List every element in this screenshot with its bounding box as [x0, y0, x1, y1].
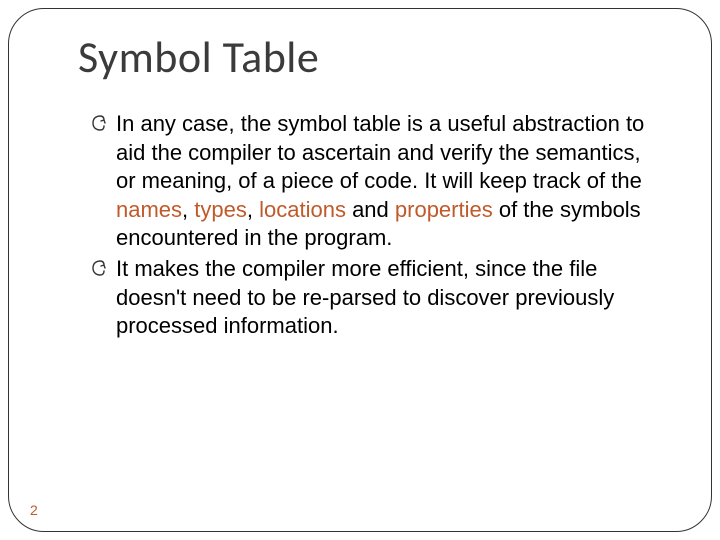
text-run: , [247, 197, 259, 222]
bullet-item: It makes the compiler more efficient, si… [90, 255, 660, 341]
bullet-icon [90, 257, 112, 286]
highlight-locations: locations [259, 197, 346, 222]
highlight-properties: properties [395, 197, 493, 222]
bullet-item: In any case, the symbol table is a usefu… [90, 110, 660, 253]
highlight-types: types [194, 197, 247, 222]
slide-title: Symbol Table [78, 30, 319, 84]
text-run: , [182, 197, 194, 222]
bullet-text: It makes the compiler more efficient, si… [116, 256, 614, 338]
slide-body: In any case, the symbol table is a usefu… [90, 110, 660, 343]
slide: Symbol Table In any case, the symbol tab… [0, 0, 720, 540]
bullet-icon [90, 112, 112, 141]
highlight-names: names [116, 197, 182, 222]
bullet-text: In any case, the symbol table is a usefu… [116, 111, 644, 250]
page-number: 2 [30, 502, 38, 518]
text-run: In any case, the symbol table is a usefu… [116, 111, 644, 193]
text-run: and [346, 197, 395, 222]
